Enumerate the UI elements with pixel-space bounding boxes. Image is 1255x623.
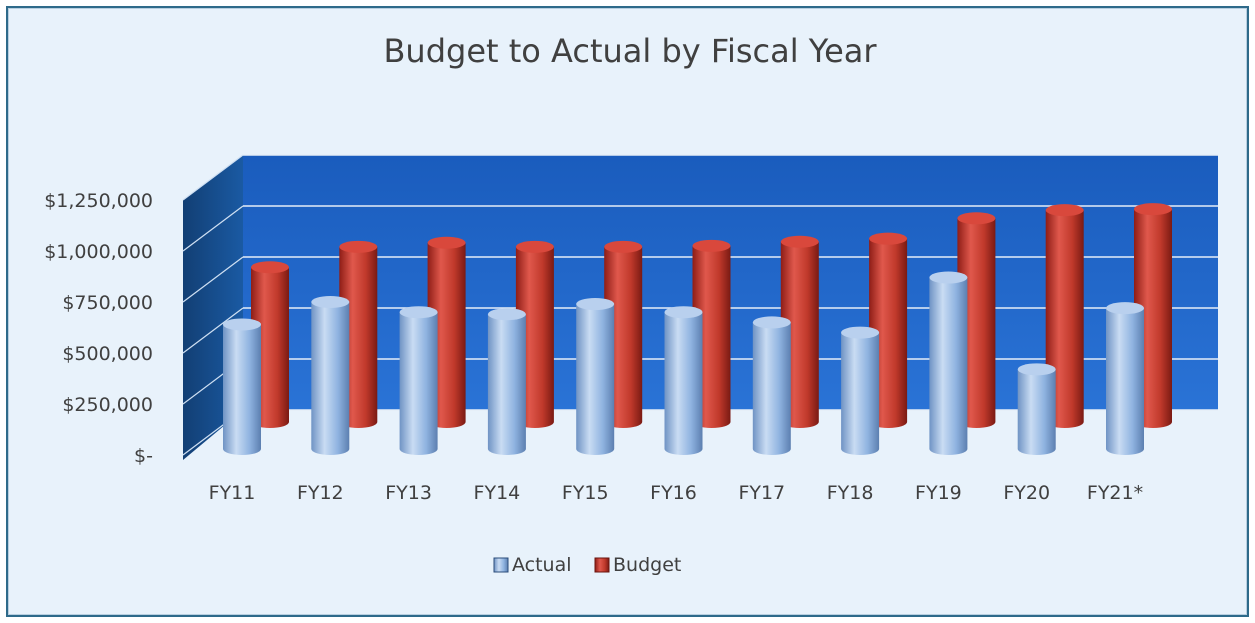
y-tick-label: $250,000 [62, 394, 153, 416]
bar-actual [1017, 363, 1056, 455]
y-tick-label: $1,000,000 [44, 241, 153, 263]
bar-actual-cap [487, 308, 526, 321]
x-tick-label: FY13 [385, 482, 432, 504]
gridline-side [182, 307, 244, 354]
bar-budget-cap [251, 261, 289, 274]
bar-actual-body [1017, 369, 1056, 455]
x-tick-label: FY20 [1003, 482, 1050, 504]
legend-label-budget: Budget [613, 554, 681, 576]
bar-actual [487, 308, 526, 456]
bar-budget-cap [604, 240, 643, 253]
x-tick-label: FY21* [1087, 482, 1143, 504]
bar-actual-body [929, 277, 968, 455]
bar-actual-cap [399, 306, 438, 319]
bar-actual-cap [1106, 302, 1144, 315]
legend-swatch-actual [493, 557, 509, 573]
y-tick-label: $1,250,000 [44, 190, 153, 212]
x-tick-label: FY12 [297, 482, 344, 504]
bar-actual [223, 318, 261, 455]
x-tick-label: FY16 [650, 482, 697, 504]
y-tick-label: $500,000 [62, 343, 153, 365]
bar-budget-cap [427, 236, 466, 249]
bar-actual-body [223, 324, 261, 455]
bar-actual-body [841, 332, 880, 455]
bar-actual-cap [223, 318, 261, 331]
bar-budget-cap [515, 240, 554, 253]
bar-actual-cap [311, 296, 350, 308]
x-tick-label: FY14 [474, 482, 521, 504]
bar-budget-cap [339, 240, 378, 253]
bar-actual [311, 296, 350, 455]
x-tick-label: FY11 [209, 482, 256, 504]
bar-actual-cap [1017, 363, 1056, 376]
y-tick-label: $750,000 [62, 292, 153, 314]
bar-actual-body [752, 322, 791, 455]
gridline-side [182, 256, 244, 303]
gridline-side [182, 205, 244, 252]
bar-actual-body [487, 314, 526, 456]
bar-actual [841, 326, 880, 455]
bar-actual-body [1106, 308, 1144, 455]
bars [223, 203, 1172, 456]
bar-actual-cap [841, 326, 880, 339]
legend: Actual Budget [493, 554, 681, 576]
x-tick-label: FY19 [915, 482, 962, 504]
x-tick-label: FY17 [738, 482, 785, 504]
bar-actual-body [576, 304, 615, 455]
bar-budget-cap [1134, 203, 1172, 216]
bar-actual-body [664, 312, 703, 455]
legend-label-actual: Actual [512, 554, 572, 576]
bar-budget-cap [869, 232, 908, 245]
x-tick-label: FY18 [827, 482, 874, 504]
bar-actual [664, 306, 703, 455]
bar-budget-cap [957, 212, 996, 225]
bar-actual-cap [576, 298, 615, 311]
bar-actual-cap [929, 271, 968, 284]
y-axis: $- $250,000 $500,000 $750,000 $1,000,000 $1,2… [44, 190, 153, 467]
bar-actual [752, 316, 791, 455]
bar-budget-cap [692, 239, 731, 252]
bar-budget-cap [1045, 204, 1084, 217]
bar-actual-cap [752, 316, 791, 329]
y-tick-label: $- [134, 445, 153, 467]
chart-title: Budget to Actual by Fiscal Year [383, 32, 877, 70]
bar-actual-body [399, 312, 438, 455]
bar-actual [576, 298, 615, 455]
legend-swatch-budget [594, 557, 610, 573]
x-axis: FY11 FY12 FY13 FY14 FY15 FY16 FY17 FY18 FY19 FY20… [209, 482, 1143, 504]
bar-actual [929, 271, 968, 455]
bar-actual-body [311, 302, 350, 455]
gridline-side [182, 154, 244, 201]
bar-budget-cap [780, 235, 819, 248]
bar-actual [1106, 302, 1144, 455]
x-tick-label: FY15 [562, 482, 609, 504]
bar-actual-cap [664, 306, 703, 319]
bar-actual [399, 306, 438, 455]
